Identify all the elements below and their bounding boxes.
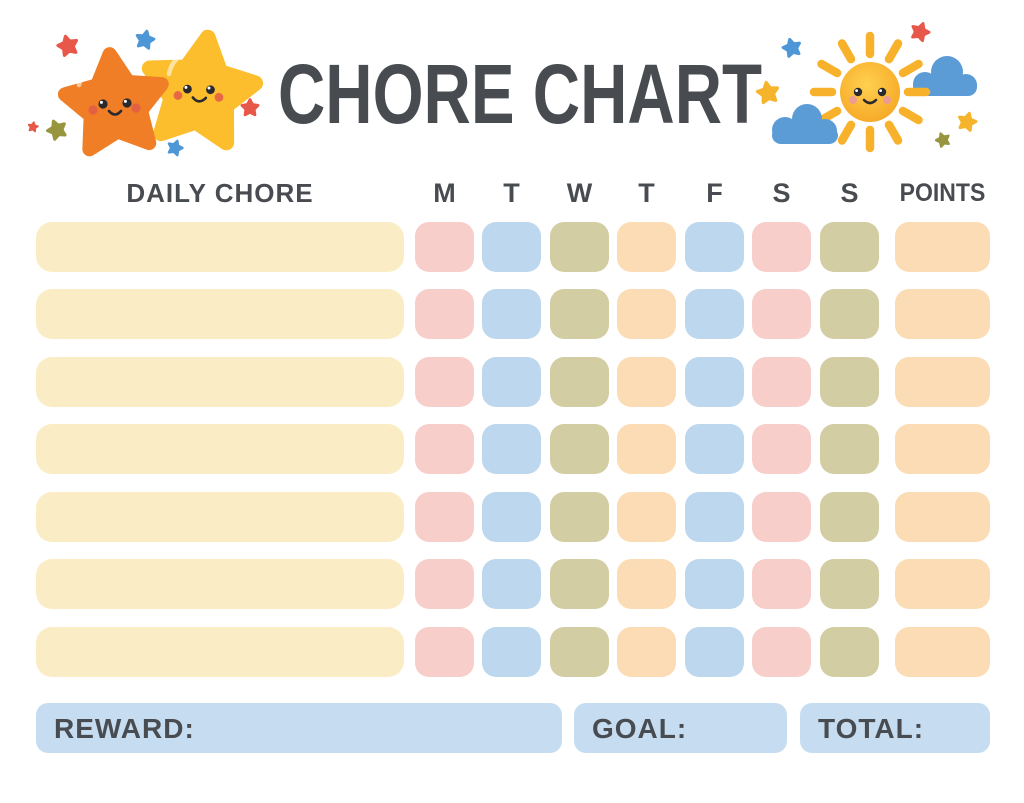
day-header: S [772, 178, 791, 208]
sun-icon [809, 31, 931, 153]
day-cell[interactable] [482, 424, 541, 474]
stars-decoration [28, 16, 298, 166]
yellow-star-icon [141, 30, 261, 145]
chore-cell[interactable] [36, 627, 404, 677]
day-cell[interactable] [685, 492, 744, 542]
day-cell[interactable] [752, 222, 811, 272]
page-title: CHORE CHART [277, 47, 763, 141]
daily-chore-header: DAILY CHORE [126, 178, 314, 208]
points-cell[interactable] [895, 424, 990, 474]
day-cell[interactable] [752, 492, 811, 542]
day-cell[interactable] [482, 492, 541, 542]
day-cell[interactable] [550, 222, 609, 272]
total-label: TOTAL: [818, 713, 925, 744]
day-cell[interactable] [617, 289, 676, 339]
points-cell[interactable] [895, 289, 990, 339]
chore-cell[interactable] [36, 559, 404, 609]
day-cell[interactable] [820, 357, 879, 407]
day-cell[interactable] [617, 222, 676, 272]
day-cell[interactable] [820, 289, 879, 339]
sun-clouds-decoration [754, 19, 980, 153]
chore-cell[interactable] [36, 492, 404, 542]
small-star-icon [933, 130, 953, 149]
small-star-icon [955, 109, 980, 133]
day-cell[interactable] [415, 357, 474, 407]
day-cell[interactable] [415, 627, 474, 677]
points-cell[interactable] [895, 559, 990, 609]
day-cell[interactable] [820, 627, 879, 677]
points-cell[interactable] [895, 492, 990, 542]
day-cell[interactable] [482, 357, 541, 407]
day-cell[interactable] [415, 289, 474, 339]
day-cell[interactable] [415, 424, 474, 474]
day-cell[interactable] [752, 627, 811, 677]
day-cell[interactable] [752, 424, 811, 474]
day-cell[interactable] [482, 559, 541, 609]
day-cell[interactable] [617, 492, 676, 542]
day-cell[interactable] [482, 627, 541, 677]
day-cell[interactable] [482, 222, 541, 272]
day-cell[interactable] [685, 222, 744, 272]
reward-label: REWARD: [54, 713, 195, 744]
day-cell[interactable] [550, 357, 609, 407]
points-cell[interactable] [895, 357, 990, 407]
cloud-icon [772, 104, 838, 144]
day-cell[interactable] [820, 559, 879, 609]
small-star-icon [28, 120, 40, 133]
day-cell[interactable] [482, 289, 541, 339]
small-star-icon [908, 19, 933, 44]
day-cell[interactable] [617, 559, 676, 609]
small-star-icon [133, 27, 157, 51]
orange-star-icon [61, 49, 167, 151]
small-star-icon [43, 116, 70, 143]
day-cell[interactable] [820, 222, 879, 272]
day-header: W [566, 178, 593, 208]
small-star-icon [165, 137, 186, 158]
day-cell[interactable] [617, 627, 676, 677]
day-header: T [638, 178, 655, 208]
day-cell[interactable] [617, 424, 676, 474]
goal-box[interactable]: GOAL: [574, 703, 787, 753]
points-cell[interactable] [895, 627, 990, 677]
total-box[interactable]: TOTAL: [800, 703, 990, 753]
chore-cell[interactable] [36, 222, 404, 272]
day-cell[interactable] [415, 492, 474, 542]
day-cell[interactable] [752, 357, 811, 407]
day-cell[interactable] [752, 289, 811, 339]
day-cell[interactable] [685, 357, 744, 407]
points-header: POINTS [899, 179, 986, 207]
day-cell[interactable] [685, 424, 744, 474]
day-cell[interactable] [617, 357, 676, 407]
chore-cell[interactable] [36, 289, 404, 339]
day-cell[interactable] [752, 559, 811, 609]
day-cell[interactable] [820, 492, 879, 542]
day-cell[interactable] [415, 559, 474, 609]
small-star-icon [54, 32, 81, 58]
goal-label: GOAL: [592, 713, 688, 744]
day-cell[interactable] [550, 289, 609, 339]
points-cell[interactable] [895, 222, 990, 272]
day-cell[interactable] [550, 627, 609, 677]
day-cell[interactable] [550, 424, 609, 474]
day-cell[interactable] [685, 559, 744, 609]
day-cell[interactable] [550, 492, 609, 542]
day-header: S [840, 178, 859, 208]
day-header: T [503, 178, 520, 208]
chore-cell[interactable] [36, 424, 404, 474]
day-cell[interactable] [550, 559, 609, 609]
day-cell[interactable] [415, 222, 474, 272]
day-cell[interactable] [820, 424, 879, 474]
reward-box[interactable]: REWARD: [36, 703, 562, 753]
day-cell[interactable] [685, 627, 744, 677]
chore-cell[interactable] [36, 357, 404, 407]
day-cell[interactable] [685, 289, 744, 339]
day-header: M [433, 178, 456, 208]
day-header: F [706, 178, 723, 208]
